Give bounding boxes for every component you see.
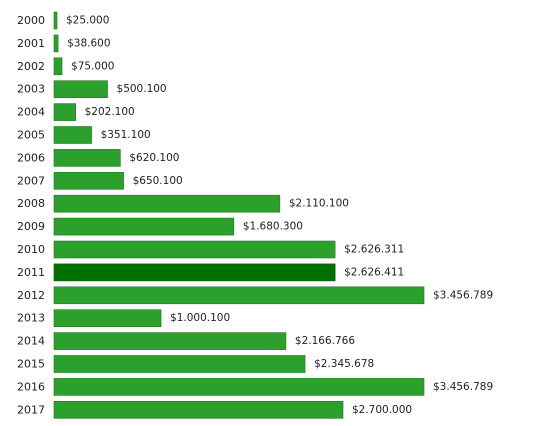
year-label: 2014 [17, 335, 45, 348]
year-label: 2010 [17, 243, 45, 256]
year-label: 2005 [17, 129, 45, 142]
year-label: 2008 [17, 197, 45, 210]
bar-highlighted[interactable] [53, 263, 336, 282]
value-label: $2.166.766 [295, 335, 355, 347]
bar[interactable] [53, 378, 425, 396]
value-label: $2.626.411 [344, 266, 404, 278]
year-label: 2003 [17, 83, 45, 96]
value-label: $75.000 [71, 60, 114, 72]
year-label: 2016 [17, 380, 45, 393]
year-label: 2002 [17, 60, 45, 73]
bar[interactable] [53, 172, 124, 190]
bar[interactable] [53, 400, 344, 419]
value-label: $2.110.100 [289, 198, 349, 210]
value-label: $3.456.789 [433, 381, 493, 393]
value-label: $38.600 [67, 37, 110, 49]
bar[interactable] [53, 103, 76, 121]
value-label: $650.100 [133, 175, 183, 187]
year-label: 2009 [17, 220, 45, 233]
bar[interactable] [53, 309, 162, 328]
year-label: 2007 [17, 174, 45, 187]
year-label: 2011 [17, 266, 45, 279]
year-label: 2012 [17, 289, 45, 302]
value-label: $1.680.300 [243, 221, 303, 233]
value-label: $2.700.000 [352, 404, 412, 416]
bar[interactable] [53, 194, 281, 213]
bar[interactable] [53, 240, 336, 259]
value-label: $2.626.311 [344, 244, 404, 256]
bar[interactable] [53, 34, 59, 53]
value-label: $2.345.678 [314, 358, 374, 370]
value-label: $620.100 [129, 152, 179, 164]
bar[interactable] [53, 332, 287, 350]
bar[interactable] [53, 149, 121, 167]
value-label: $3.456.789 [433, 289, 493, 301]
year-label: 2017 [17, 403, 45, 416]
value-label: $351.100 [101, 129, 151, 141]
bar[interactable] [53, 80, 108, 98]
year-label: 2013 [17, 312, 45, 325]
chart-rows: 2000 $25.000 2001 $38.600 2002 $75.000 2003 $50… [17, 11, 493, 419]
bar[interactable] [53, 11, 58, 30]
value-label: $1.000.100 [170, 312, 230, 324]
value-label: $202.100 [85, 106, 135, 118]
bar[interactable] [53, 57, 63, 76]
year-label: 2015 [17, 358, 45, 371]
bar[interactable] [53, 217, 235, 236]
value-label: $25.000 [66, 15, 109, 27]
value-label: $500.100 [117, 83, 167, 95]
bar[interactable] [53, 355, 306, 373]
year-label: 2001 [17, 37, 45, 50]
bar[interactable] [53, 286, 425, 305]
year-label: 2006 [17, 151, 45, 164]
year-label: 2000 [17, 14, 45, 27]
year-label: 2004 [17, 106, 45, 119]
bar[interactable] [53, 126, 92, 144]
